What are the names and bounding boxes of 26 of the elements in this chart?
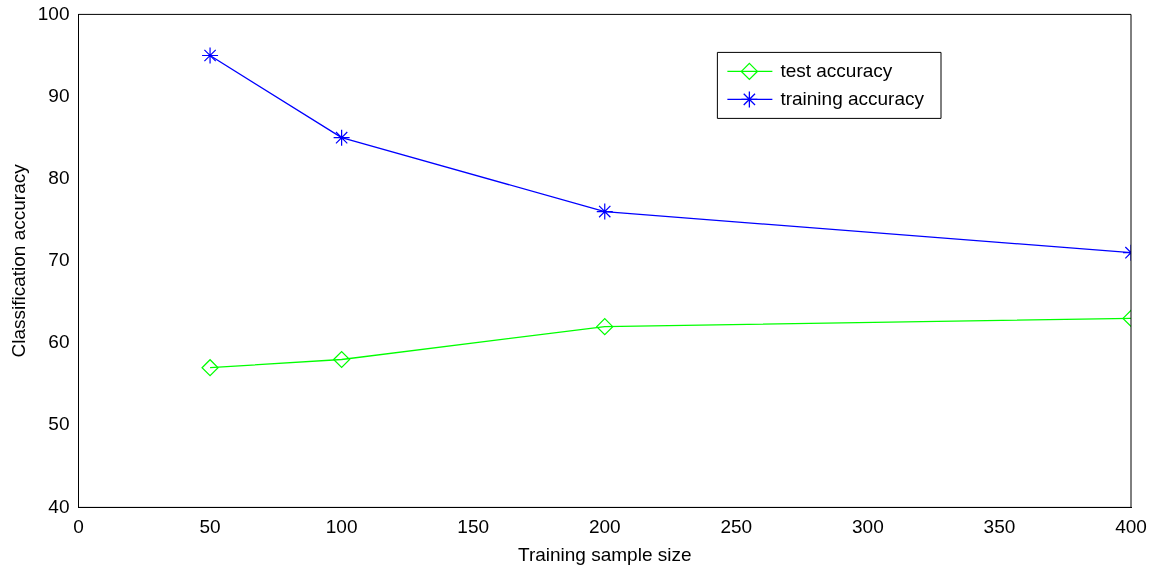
y-tick-label: 60 bbox=[48, 331, 70, 353]
x-tick-label: 150 bbox=[457, 516, 490, 538]
x-tick-label: 100 bbox=[325, 516, 358, 538]
x-tick-label: 50 bbox=[199, 516, 221, 538]
x-tick-label: 300 bbox=[852, 516, 884, 538]
y-tick-label: 40 bbox=[48, 495, 70, 517]
y-tick-label: 100 bbox=[37, 2, 70, 24]
x-tick-label: 250 bbox=[720, 516, 753, 538]
point bbox=[201, 46, 219, 65]
x-tick-label: 200 bbox=[588, 516, 621, 538]
y-tick-label: 80 bbox=[48, 166, 70, 188]
y-tick-label: 50 bbox=[48, 413, 70, 435]
x-tick-label: 350 bbox=[983, 516, 1016, 538]
point bbox=[596, 203, 614, 221]
legend-label: training accuracy bbox=[780, 87, 925, 109]
point bbox=[201, 359, 219, 377]
point bbox=[333, 129, 351, 147]
x-tick-label: 0 bbox=[73, 516, 84, 538]
x-tick-label: 400 bbox=[1115, 516, 1147, 538]
point bbox=[596, 318, 614, 336]
y-tick-label: 90 bbox=[48, 84, 70, 106]
legend-label: test accuracy bbox=[780, 59, 893, 81]
y-axis-title: Classification accuracy bbox=[7, 163, 29, 358]
point bbox=[333, 350, 351, 369]
x-axis-title: Training sample size bbox=[517, 543, 692, 565]
y-tick-label: 70 bbox=[48, 249, 70, 271]
